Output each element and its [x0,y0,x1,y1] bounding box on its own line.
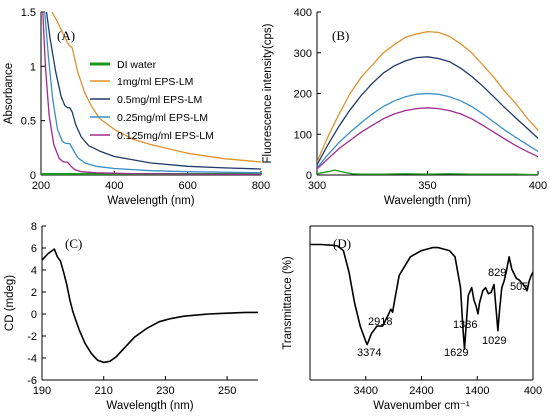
y-tick-label: 0.5 [21,116,36,128]
y-tick-label: 200 [294,89,312,101]
x-tick-label: 600 [178,180,196,192]
panel-b-letter: (B) [332,28,349,43]
series-line-1 [51,12,261,163]
y-tick-label: -4 [27,353,37,365]
y-tick-label: 1.5 [21,7,36,19]
x-axis-title: Wavelength (nm) [107,195,194,207]
y-tick-label: 100 [294,129,312,141]
y-tick-label: 1 [30,61,36,73]
peak-annotations: 3374 2918 1629 1386 1029 829 505 [357,267,528,359]
panel-a-letter: (A) [57,28,75,43]
panel-d: 3400 2400 1400 400 Wavenumber cm⁻¹ Transmitta… [282,225,542,412]
y-axis-title: Transmittance (%) [282,256,294,350]
panel-c-letter: (C) [65,236,82,251]
legend-label-05mg: 0.5mg/ml EPS-LM [117,94,202,106]
series-line-0 [310,243,533,350]
series-line-4 [42,12,261,175]
y-tick-label: 8 [31,221,37,233]
y-tick-label: 400 [294,7,312,19]
y-tick-label: 0 [31,309,37,321]
legend: DI water 1mg/ml EPS-LM 0.5mg/ml EPS-LM 0… [90,59,214,142]
y-axis-title: CD (mdeg) [4,275,16,331]
x-tick-label: 250 [218,385,236,397]
peak-label: 3374 [357,347,381,359]
peak-label: 829 [488,267,506,279]
x-tick-label: 230 [156,385,174,397]
peak-label: 1029 [482,335,506,347]
y-tick-label: 0 [30,170,36,182]
y-tick-label: -6 [27,375,37,387]
series-line-2 [317,56,538,166]
series-line-3 [44,12,261,174]
series-line-0 [317,169,538,175]
panel-c: 190 210 230 250 -6 -4 -2 0 2 4 6 8 Wavelength (nm) CD… [4,221,258,412]
x-tick-label: 2400 [409,385,433,397]
y-tick-label: 0 [306,170,312,182]
y-tick-label: -2 [27,331,37,343]
peak-label: 2918 [368,316,392,328]
x-tick-label: 400 [524,385,542,397]
x-tick-label: 3400 [354,385,378,397]
x-tick-label: 300 [308,180,326,192]
y-tick-label: 4 [31,265,37,277]
peak-label: 1629 [444,347,468,359]
y-tick-label: 2 [31,287,37,299]
series-line-3 [317,92,538,169]
x-tick-label: 210 [95,385,113,397]
y-axis-title: Absorbance [3,63,15,124]
legend-label-0125mg: 0.125mg/ml EPS-LM [117,130,214,142]
legend-label-1mg: 1mg/ml EPS-LM [117,76,193,88]
x-axis-title: Wavelength (nm) [106,400,193,412]
legend-label-di-water: DI water [117,59,157,71]
panel-b: 300 350 400 0 100 200 300 400 Wavelength (nm) Flu… [262,7,547,207]
x-tick-label: 190 [33,385,51,397]
panel-a: 200 400 600 800 0 0.5 1 1.5 Wavelength (nm) Absor… [3,7,270,207]
y-tick-label: 6 [31,243,37,255]
series-line-4 [317,107,538,170]
series-line-1 [317,30,538,163]
series-line-0 [42,248,258,364]
peak-label: 505 [510,281,528,293]
x-tick-label: 400 [529,180,547,192]
x-tick-label: 800 [252,180,270,192]
peak-label: 1386 [453,319,477,331]
x-tick-label: 400 [105,180,123,192]
x-axis-title: Wavenumber cm⁻¹ [373,400,470,412]
x-tick-label: 350 [418,180,436,192]
y-tick-label: 300 [294,48,312,60]
x-tick-label: 1400 [465,385,489,397]
legend-label-025mg: 0.25mg/ml EPS-LM [117,112,208,124]
x-tick-label: 200 [32,180,50,192]
x-axis-title: Wavelength (nm) [384,195,471,207]
y-axis-title: Fluorescence intensity(cps) [262,23,274,163]
panel-d-letter: (D) [333,236,351,251]
series-line-2 [45,12,261,170]
